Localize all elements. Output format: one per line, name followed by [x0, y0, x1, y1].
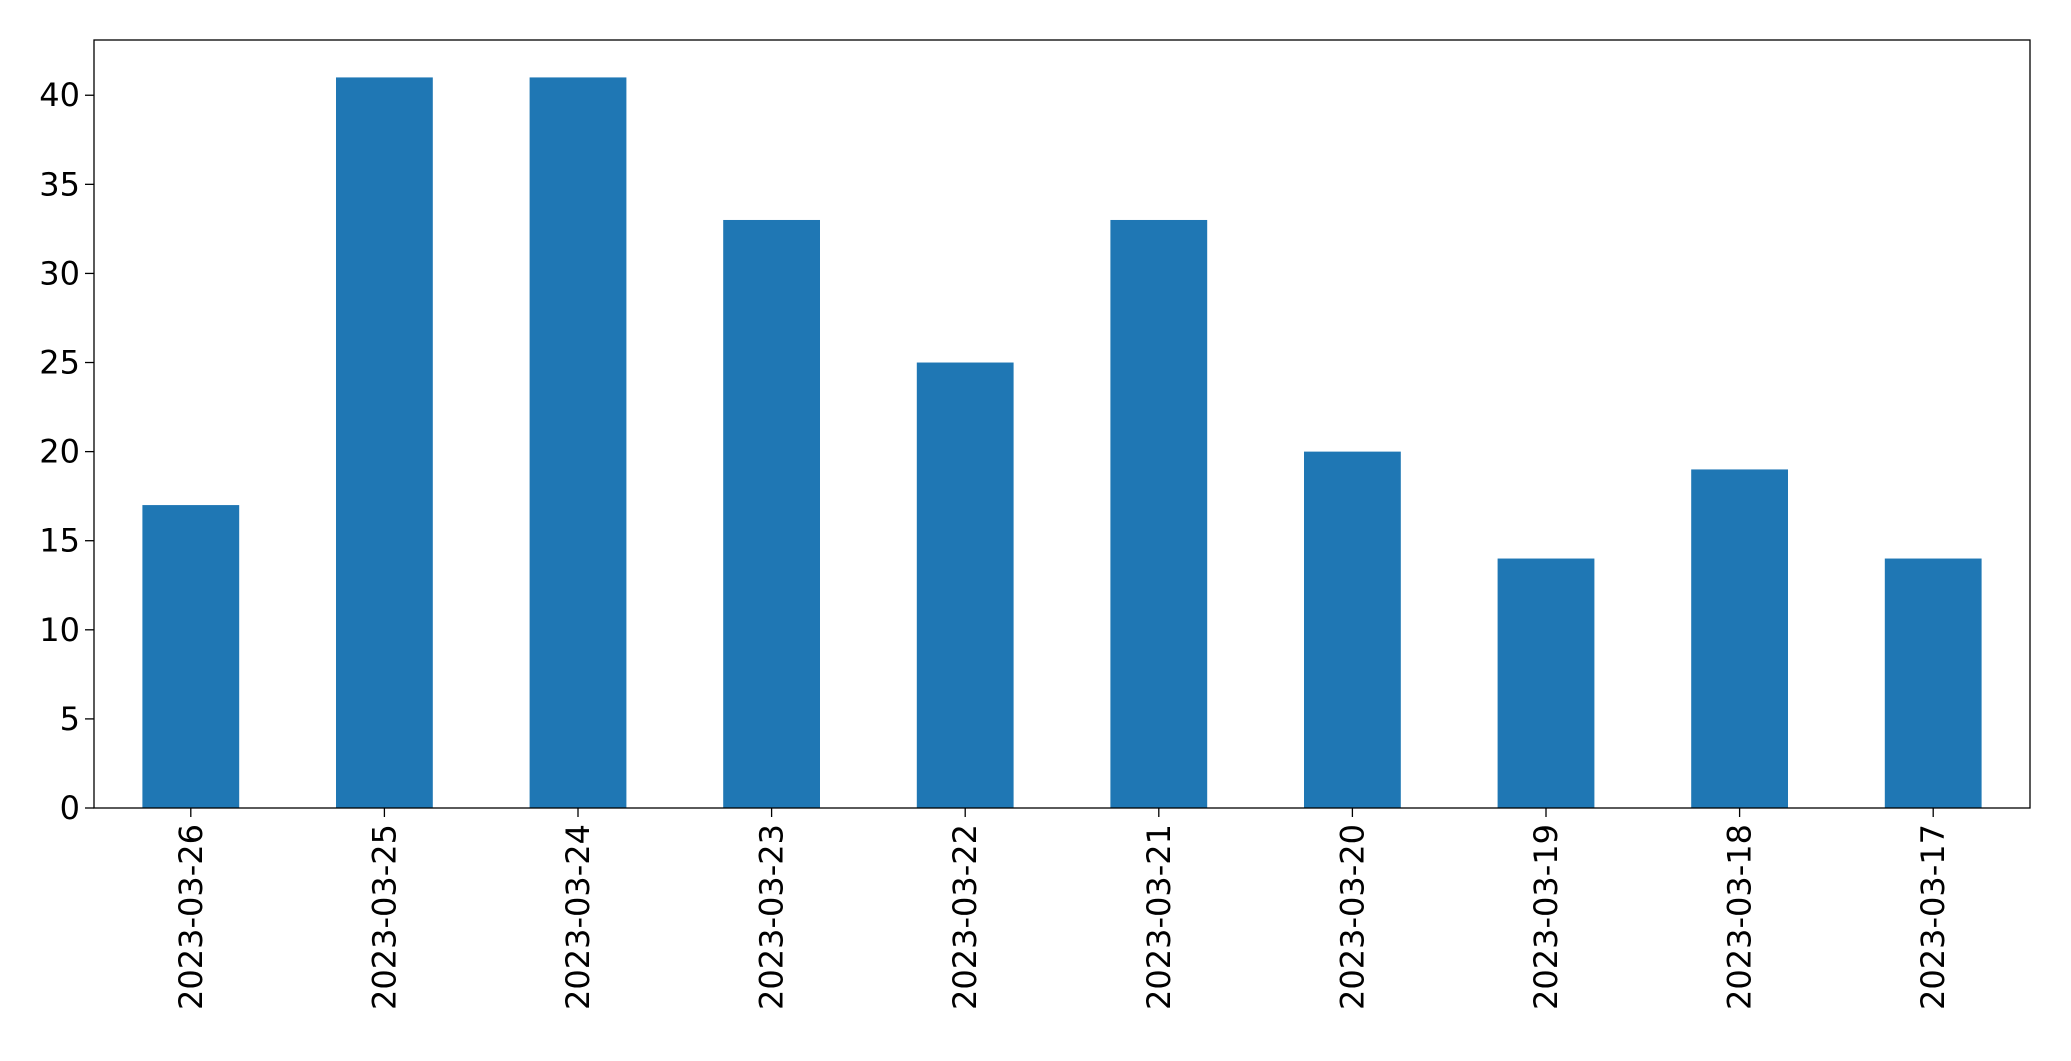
x-tick-label: 2023-03-24: [559, 824, 597, 1010]
x-tick-label: 2023-03-18: [1721, 824, 1759, 1010]
y-tick-label: 40: [39, 76, 80, 114]
bar: [336, 77, 433, 809]
bar: [1884, 558, 1982, 808]
y-tick-label: 20: [39, 433, 80, 471]
y-tick-label: 10: [39, 611, 80, 649]
plot-frame: [93, 39, 2031, 809]
bar: [1497, 558, 1595, 808]
x-tick-label: 2023-03-22: [946, 824, 984, 1010]
x-tick-label: 2023-03-19: [1527, 824, 1565, 1010]
y-tick-label: 15: [39, 522, 80, 560]
x-tick-label: 2023-03-25: [365, 824, 403, 1010]
bar: [1304, 451, 1401, 808]
bar: [916, 362, 1014, 808]
bar: [1110, 219, 1208, 808]
bar: [529, 77, 627, 809]
x-tick-label: 2023-03-21: [1140, 824, 1178, 1010]
y-tick-label: 35: [39, 165, 80, 203]
y-tick-label: 5: [60, 700, 80, 738]
bar: [723, 219, 820, 808]
x-tick-label: 2023-03-23: [753, 824, 791, 1010]
y-tick-label: 0: [60, 789, 80, 827]
bar: [142, 505, 240, 808]
y-tick-label: 25: [39, 344, 80, 382]
x-tick-label: 2023-03-20: [1333, 824, 1371, 1010]
y-tick-label: 30: [39, 254, 80, 292]
bar: [1691, 469, 1788, 808]
x-tick-label: 2023-03-26: [172, 824, 210, 1010]
x-tick-label: 2023-03-17: [1914, 824, 1952, 1010]
